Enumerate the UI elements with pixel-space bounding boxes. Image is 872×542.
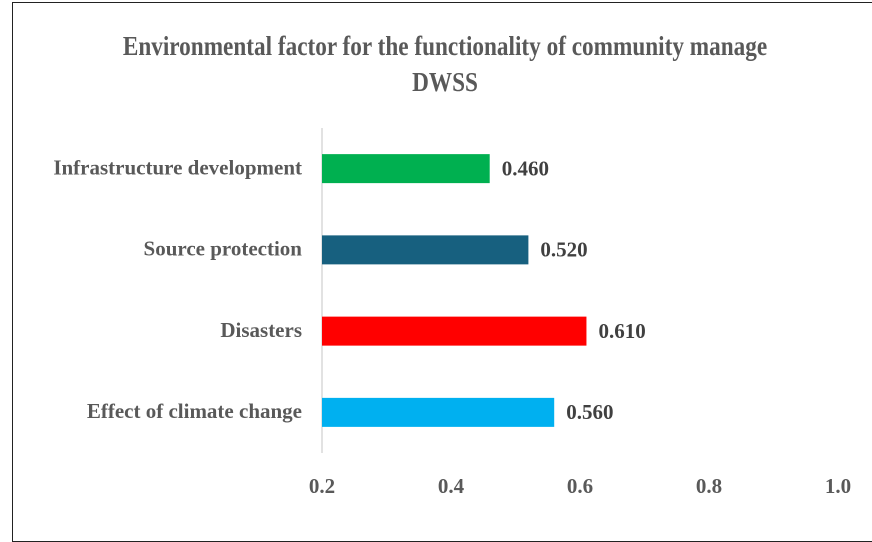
data-label: 0.460 <box>502 156 549 180</box>
bar <box>322 154 490 184</box>
y-tick-label: Source protection <box>144 237 303 261</box>
chart-title: Environmental factor for the functionali… <box>122 31 768 97</box>
y-tick-label: Infrastructure development <box>53 155 302 179</box>
data-label: 0.520 <box>540 238 587 262</box>
x-tick-label: 0.4 <box>438 474 465 498</box>
chart: 0.2 0.4 0.6 0.8 1.0 Infrastructure developmen… <box>53 128 851 498</box>
x-tick-label: 1.0 <box>825 474 851 498</box>
page: {"chart_data": {"type": "barh", "title":… <box>12 2 872 542</box>
data-label: 0.610 <box>598 319 645 343</box>
x-tick-label: 0.6 <box>567 474 593 498</box>
x-tick-label: 0.2 <box>309 474 335 498</box>
bar <box>322 235 529 265</box>
bar <box>322 316 587 346</box>
y-tick-label: Effect of climate change <box>87 399 302 423</box>
y-tick-label: Disasters <box>220 318 302 342</box>
x-tick-label: 0.8 <box>696 474 722 498</box>
data-label: 0.560 <box>566 400 613 424</box>
bar <box>322 397 555 427</box>
